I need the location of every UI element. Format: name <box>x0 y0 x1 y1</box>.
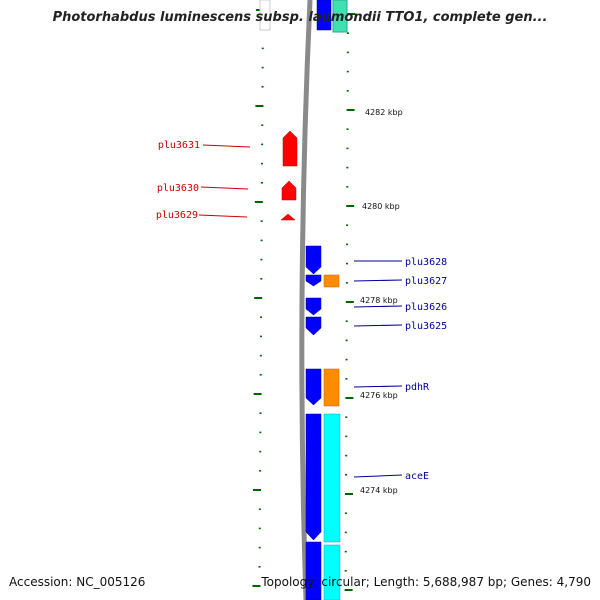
scale-label-4282: 4282 kbp <box>365 108 403 117</box>
gene-plu3630[interactable] <box>281 180 297 201</box>
gene-pdhR[interactable] <box>305 368 322 406</box>
scale-label-4278: 4278 kbp <box>360 296 398 305</box>
feature-cyan-next[interactable] <box>323 544 341 600</box>
feature-orange-pdhR[interactable] <box>323 368 340 407</box>
leader-plu3625 <box>353 324 403 327</box>
genome-summary-text: Topology: circular; Length: 5,688,987 bp… <box>261 575 591 589</box>
gene-plu3631[interactable] <box>282 130 298 167</box>
gene-next-blue[interactable] <box>305 541 322 600</box>
top-cyan-feature[interactable] <box>332 0 348 33</box>
label-plu3628[interactable]: plu3628 <box>405 257 447 268</box>
leader-aceE <box>353 474 403 478</box>
leader-pdhR <box>353 385 403 388</box>
feature-cyan-aceE[interactable] <box>323 413 341 543</box>
accession-text: Accession: NC_005126 <box>9 575 146 589</box>
scale-label-4276: 4276 kbp <box>360 391 398 400</box>
label-plu3627[interactable]: plu3627 <box>405 276 447 287</box>
scale-label-4280: 4280 kbp <box>362 202 400 211</box>
backbone-arc <box>299 0 313 600</box>
label-aceE[interactable]: aceE <box>405 471 429 482</box>
gene-plu3629[interactable] <box>280 213 296 221</box>
leader-plu3630 <box>200 186 249 190</box>
label-plu3630[interactable]: plu3630 <box>157 183 199 194</box>
map-title: Photorhabdus luminescens subsp. laumondi… <box>52 10 548 25</box>
gene-plu3625[interactable] <box>305 316 322 336</box>
label-plu3631[interactable]: plu3631 <box>158 140 200 151</box>
leader-plu3627 <box>353 279 403 282</box>
gene-plu3626[interactable] <box>305 297 322 316</box>
gene-aceE[interactable] <box>305 413 322 541</box>
label-plu3626[interactable]: plu3626 <box>405 302 447 313</box>
gene-plu3628[interactable] <box>305 245 322 275</box>
label-plu3625[interactable]: plu3625 <box>405 321 447 332</box>
leader-plu3631 <box>202 144 251 148</box>
label-pdhR[interactable]: pdhR <box>405 382 430 393</box>
scale-label-4274: 4274 kbp <box>360 486 398 495</box>
gene-plu3627[interactable] <box>305 274 322 287</box>
top-white-feature <box>259 0 271 31</box>
leader-plu3626 <box>353 305 403 308</box>
scale-ticks <box>252 9 355 591</box>
top-blue-feature[interactable] <box>316 0 332 31</box>
leader-plu3629 <box>198 214 248 218</box>
feature-orange-plu3627[interactable] <box>323 274 340 288</box>
label-plu3629[interactable]: plu3629 <box>156 210 198 221</box>
